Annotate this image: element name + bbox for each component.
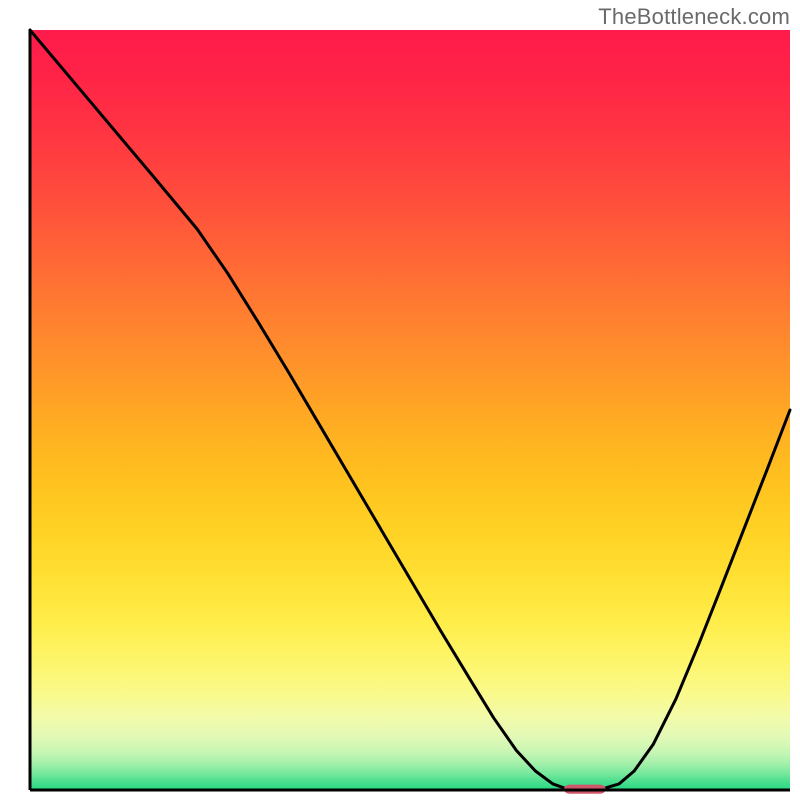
chart-svg xyxy=(0,0,800,800)
gradient-background xyxy=(30,30,790,790)
watermark-text: TheBottleneck.com xyxy=(598,4,790,30)
bottleneck-chart: TheBottleneck.com xyxy=(0,0,800,800)
